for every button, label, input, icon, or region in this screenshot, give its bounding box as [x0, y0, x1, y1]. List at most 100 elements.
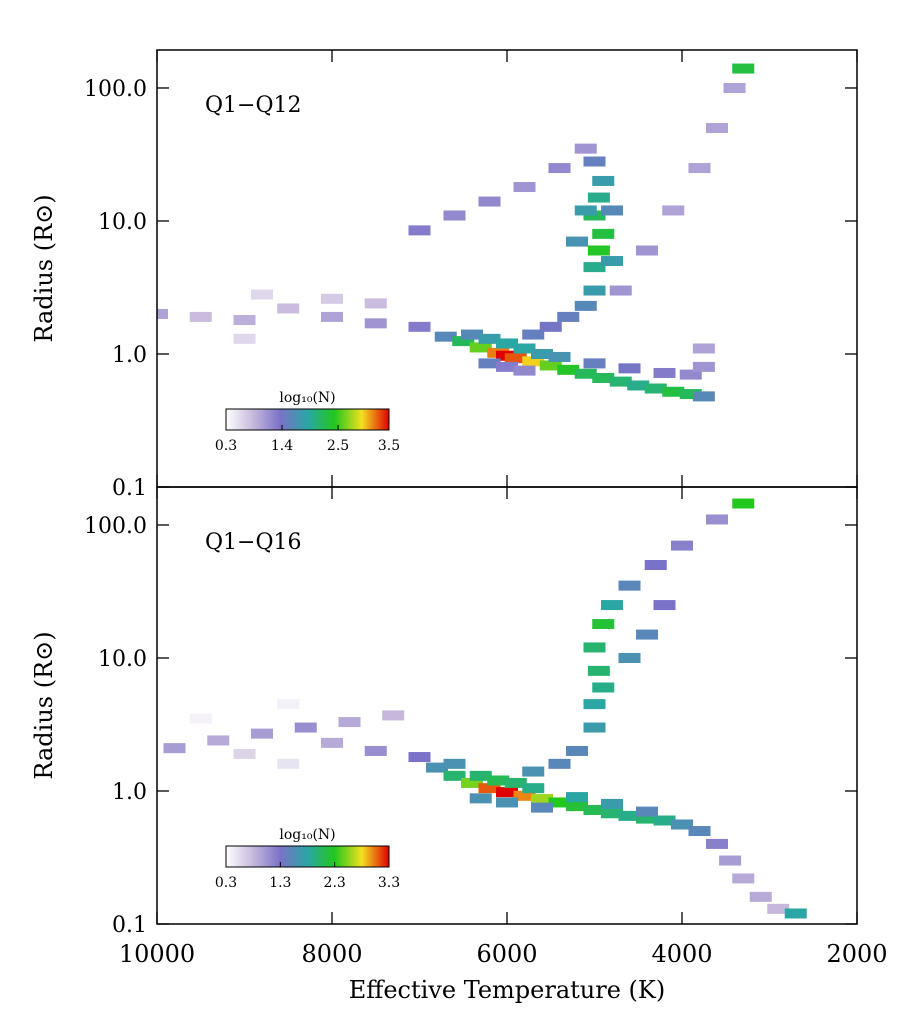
x-tick-label: 8000	[301, 940, 362, 968]
density-cell	[338, 717, 361, 728]
y-tick-label: 1.0	[112, 343, 147, 368]
density-cell	[784, 908, 807, 919]
y-tick-label: 100.0	[84, 514, 147, 539]
density-cell	[692, 343, 715, 354]
density-cell	[478, 196, 501, 207]
density-cell	[679, 389, 702, 400]
density-cell	[583, 285, 606, 296]
density-cell	[592, 619, 615, 630]
colorbar-tick-label: 3.3	[378, 875, 400, 891]
density-cell	[636, 806, 658, 817]
density-cell	[644, 383, 667, 394]
density-cell	[408, 752, 431, 763]
density-cell	[189, 713, 212, 724]
density-cell	[583, 642, 606, 653]
density-cell	[364, 298, 387, 309]
density-cell	[662, 205, 685, 216]
density-cell	[487, 775, 510, 786]
x-tick-label: 6000	[476, 940, 537, 968]
density-cell	[522, 356, 545, 367]
density-cell	[706, 123, 728, 134]
density-cell	[557, 364, 580, 375]
y-tick-label: 1.0	[112, 780, 147, 805]
colorbar-tick-label: 2.5	[327, 438, 349, 454]
density-cell	[609, 285, 632, 296]
density-cell	[574, 143, 597, 154]
density-cell	[587, 245, 610, 256]
density-cell	[583, 699, 606, 710]
density-cell	[723, 82, 746, 93]
colorbar-label: log₁₀(N)	[279, 390, 335, 406]
density-cell	[636, 629, 658, 640]
density-cell	[574, 205, 597, 216]
density-cell	[461, 329, 483, 340]
density-cell	[627, 380, 650, 391]
density-cell	[587, 192, 610, 203]
density-cell	[233, 315, 256, 326]
y-tick-label: 0.1	[112, 476, 147, 501]
colorbar-label: log₁₀(N)	[279, 827, 335, 843]
colorbar	[225, 845, 390, 868]
density-cell	[574, 368, 597, 379]
density-cell	[592, 228, 615, 239]
density-cell	[189, 311, 212, 322]
density-cell	[443, 770, 466, 781]
density-cell	[469, 770, 492, 781]
panel-annotation: Q1−Q16	[205, 530, 302, 555]
density-cell	[478, 333, 501, 344]
x-axis-label: Effective Temperature (K)	[349, 976, 665, 1004]
density-cell	[504, 353, 527, 364]
density-cell	[688, 826, 711, 837]
y-tick-label: 10.0	[98, 647, 147, 672]
density-cell	[277, 699, 300, 710]
density-cell	[692, 361, 715, 372]
density-cell	[574, 300, 597, 311]
density-cell	[531, 794, 553, 805]
density-cell	[618, 363, 641, 374]
colorbar-tick-label: 1.3	[269, 875, 291, 891]
density-cell	[601, 808, 623, 819]
density-cell	[496, 797, 518, 808]
density-cell	[587, 665, 610, 676]
density-cell	[522, 329, 545, 340]
density-cell	[618, 810, 641, 821]
density-cell	[233, 748, 256, 759]
density-cell	[636, 245, 658, 256]
colorbar	[225, 408, 390, 431]
density-cell	[426, 762, 448, 773]
density-cell	[548, 351, 571, 362]
density-cell	[592, 175, 615, 186]
density-cell	[618, 580, 641, 591]
x-tick-label: 10000	[119, 940, 195, 968]
density-cell	[321, 737, 343, 748]
y-tick-label: 0.1	[112, 913, 147, 938]
density-cell	[548, 758, 571, 769]
density-cell	[583, 358, 606, 369]
density-cell	[434, 331, 457, 342]
x-tick-label: 2000	[826, 940, 887, 968]
panel-annotation: Q1−Q12	[205, 93, 302, 118]
density-cell	[548, 163, 571, 174]
density-cell	[583, 262, 606, 273]
density-cell	[382, 710, 405, 721]
density-cell	[679, 369, 702, 380]
colorbar-tick-label: 0.3	[215, 438, 237, 454]
density-cell	[618, 652, 641, 663]
density-cell	[251, 728, 273, 739]
density-cell	[548, 797, 571, 808]
y-axis-label: Radius (R⊙)	[30, 631, 58, 779]
density-cell	[601, 600, 623, 611]
density-cell	[566, 801, 588, 812]
density-cell	[496, 787, 518, 798]
density-cell	[496, 338, 518, 349]
density-cell	[583, 804, 606, 815]
density-cell	[601, 256, 623, 267]
density-cell	[653, 600, 676, 611]
density-cell	[522, 783, 545, 794]
density-cell	[443, 210, 466, 221]
density-cell	[557, 311, 580, 322]
density-cell	[513, 343, 536, 354]
density-cell	[504, 777, 527, 788]
y-axis-label: Radius (R⊙)	[30, 194, 58, 342]
density-cell	[566, 792, 588, 803]
